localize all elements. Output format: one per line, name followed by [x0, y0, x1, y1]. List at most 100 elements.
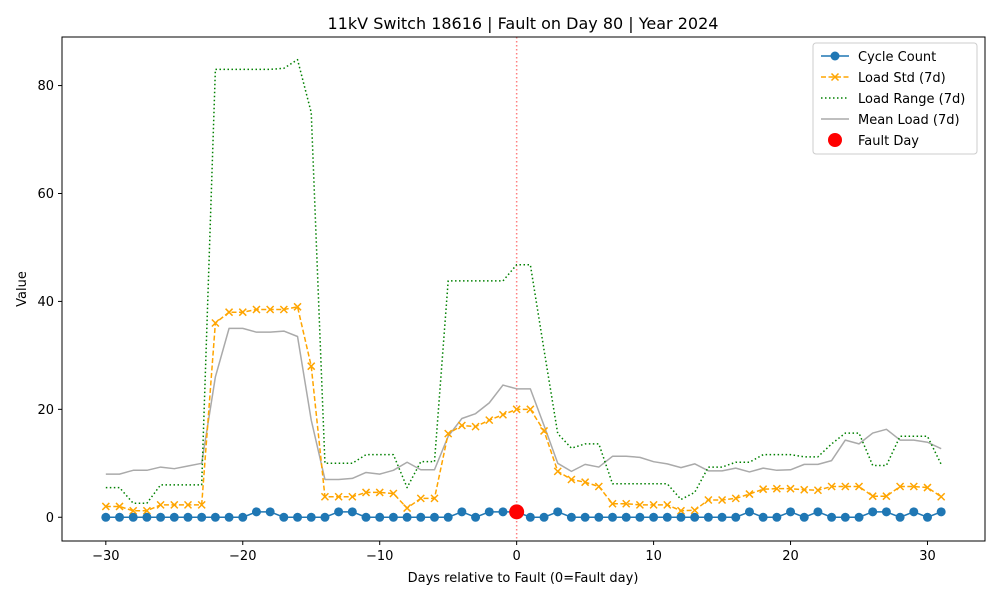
data-point-load-std: [334, 492, 343, 501]
data-point-cycle-count: [703, 512, 713, 522]
data-point-cycle-count: [320, 512, 330, 522]
data-point-cycle-count: [375, 512, 385, 522]
data-point-load-std: [567, 475, 576, 484]
x-tick-label: −10: [366, 549, 393, 564]
data-point-cycle-count: [635, 512, 645, 522]
data-point-load-std: [498, 410, 507, 419]
y-tick-label: 40: [37, 295, 54, 310]
y-axis-label: Value: [15, 271, 30, 307]
legend-label-cycle-count: Cycle Count: [858, 50, 936, 65]
data-point-cycle-count: [457, 507, 467, 517]
data-point-load-std: [389, 489, 398, 498]
x-axis: −30 −20 −10 0 10 20 30: [92, 541, 936, 564]
data-point-load-std: [238, 308, 247, 317]
data-point-cycle-count: [361, 512, 371, 522]
data-point-load-std: [608, 499, 617, 508]
data-point-load-std: [854, 482, 864, 491]
data-point-load-std: [594, 482, 603, 491]
data-point-load-std: [923, 483, 932, 492]
data-point-load-std: [142, 506, 151, 515]
data-point-load-std: [361, 488, 371, 497]
legend-marker-cycle-count: [830, 51, 840, 61]
data-point-load-std: [896, 482, 905, 491]
data-point-cycle-count: [238, 512, 248, 522]
data-point-cycle-count: [553, 507, 563, 517]
y-tick-label: 0: [46, 511, 54, 526]
data-point-cycle-count: [471, 512, 481, 522]
y-tick-label: 80: [37, 79, 54, 94]
data-point-cycle-count: [594, 512, 604, 522]
data-point-load-std: [430, 494, 439, 503]
data-point-cycle-count: [498, 507, 508, 517]
data-point-load-std: [745, 490, 754, 499]
data-point-load-std: [526, 405, 535, 414]
x-tick-label: −20: [229, 549, 256, 564]
legend: Cycle Count Load Std (7d) Load Range (7d…: [812, 42, 978, 155]
data-point-cycle-count: [936, 507, 946, 517]
legend-marker-fault-day: [828, 133, 842, 147]
legend-label-load-std: Load Std (7d): [858, 71, 946, 86]
data-point-cycle-count: [580, 512, 590, 522]
y-tick-label: 20: [37, 403, 54, 418]
legend-item-cycle-count: Cycle Count: [821, 50, 936, 65]
data-point-load-std: [622, 499, 631, 508]
data-point-cycle-count: [649, 512, 659, 522]
data-point-load-std: [485, 416, 494, 425]
data-point-load-std: [676, 506, 686, 515]
data-point-cycle-count: [128, 512, 138, 522]
data-point-load-std: [800, 485, 809, 494]
data-point-load-std: [129, 506, 138, 515]
series-line-load-std: [105, 306, 942, 512]
series-line-load-range: [105, 58, 942, 504]
data-point-cycle-count: [621, 512, 631, 522]
data-point-cycle-count: [306, 512, 316, 522]
data-point-cycle-count: [662, 512, 672, 522]
data-point-cycle-count: [608, 512, 618, 522]
legend-marker-load-std: [830, 72, 840, 82]
data-point-load-std: [170, 500, 179, 509]
data-point-load-std: [211, 318, 220, 328]
data-point-cycle-count: [881, 507, 891, 517]
series-line-mean-load: [105, 327, 942, 481]
x-tick-label: 20: [782, 549, 799, 564]
data-point-cycle-count: [717, 512, 727, 522]
legend-item-fault-day: Fault Day: [828, 133, 919, 149]
data-point-load-std: [320, 492, 329, 501]
data-point-load-std: [197, 500, 206, 509]
data-point-cycle-count: [251, 507, 261, 517]
data-point-load-std: [786, 484, 795, 493]
data-point-cycle-count: [813, 507, 823, 517]
data-point-load-std: [293, 302, 302, 311]
data-point-cycle-count: [402, 512, 412, 522]
data-point-cycle-count: [676, 512, 686, 522]
data-point-load-std: [279, 305, 288, 314]
data-point-cycle-count: [388, 512, 398, 522]
data-point-cycle-count: [101, 512, 111, 522]
data-point-cycle-count: [539, 512, 549, 522]
data-point-cycle-count: [922, 512, 932, 522]
data-point-cycle-count: [772, 512, 782, 522]
data-point-cycle-count: [265, 507, 275, 517]
data-point-cycle-count: [334, 507, 344, 517]
fault-day-marker: [509, 504, 525, 520]
data-point-cycle-count: [443, 512, 453, 522]
data-point-load-std: [841, 482, 850, 491]
data-point-load-std: [307, 362, 316, 371]
data-point-cycle-count: [525, 512, 535, 522]
data-point-load-std: [266, 305, 275, 314]
data-point-cycle-count: [142, 512, 152, 522]
data-point-load-std: [553, 467, 562, 476]
data-point-cycle-count: [868, 507, 878, 517]
data-point-cycle-count: [197, 512, 207, 522]
data-point-load-std: [540, 426, 549, 435]
data-point-cycle-count: [169, 512, 179, 522]
y-axis: 0 20 40 60 80: [37, 79, 62, 526]
data-point-cycle-count: [895, 512, 905, 522]
data-point-cycle-count: [224, 512, 234, 522]
chart-title: 11kV Switch 18616 | Fault on Day 80 | Ye…: [328, 14, 719, 33]
data-point-load-std: [759, 485, 768, 494]
legend-item-mean-load: Mean Load (7d): [821, 113, 960, 128]
data-point-cycle-count: [566, 512, 576, 522]
plot-frame: [61, 36, 986, 542]
data-point-load-std: [772, 484, 781, 493]
